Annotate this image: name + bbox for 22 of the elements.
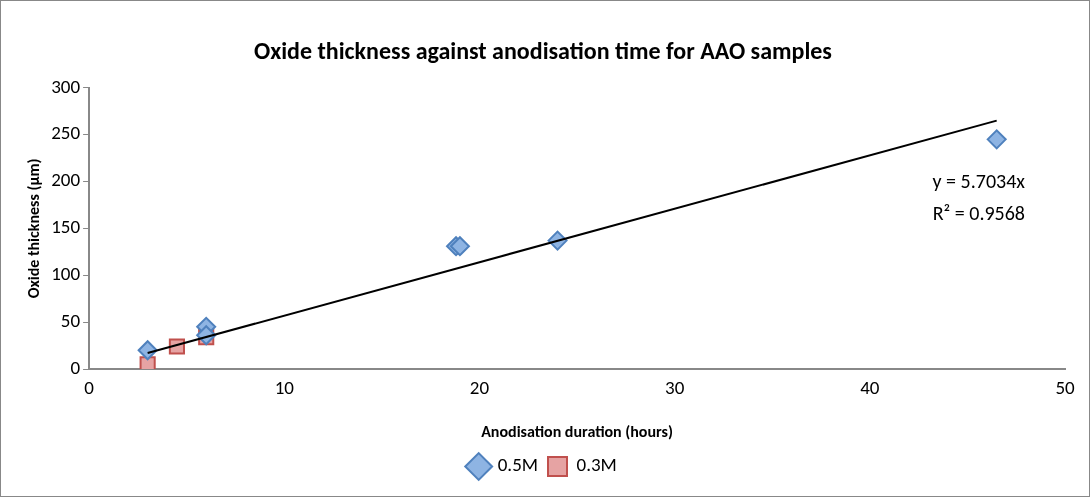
x-tick-label: 20 bbox=[469, 376, 490, 400]
y-tick-label: 250 bbox=[51, 121, 81, 145]
point bbox=[137, 340, 158, 361]
legend-label: 0.3M bbox=[576, 453, 617, 477]
y-tick-label: 200 bbox=[51, 168, 81, 192]
y-tick-label: 0 bbox=[70, 355, 81, 379]
x-tick-label: 40 bbox=[860, 376, 880, 400]
y-tick-label: 150 bbox=[51, 215, 81, 239]
y-tick-label: 50 bbox=[60, 308, 81, 332]
point bbox=[986, 129, 1007, 150]
y-tick-label: 300 bbox=[51, 74, 81, 98]
chart-title: Oxide thickness against anodisation time for AAO samples bbox=[254, 36, 832, 66]
annotation: y = 5.7034x bbox=[932, 168, 1026, 193]
legend-label: 0.5M bbox=[497, 453, 539, 477]
annotation: R² = 0.9568 bbox=[932, 200, 1025, 225]
x-tick-label: 10 bbox=[274, 376, 295, 400]
x-tick-label: 30 bbox=[665, 376, 685, 400]
y-axis-title: Oxide thickness (µm) bbox=[23, 158, 43, 299]
y-tick-label: 100 bbox=[51, 262, 81, 286]
x-axis-title: Anodisation duration (hours) bbox=[481, 422, 673, 442]
x-tick-label: 50 bbox=[1055, 376, 1075, 400]
point bbox=[139, 356, 156, 369]
